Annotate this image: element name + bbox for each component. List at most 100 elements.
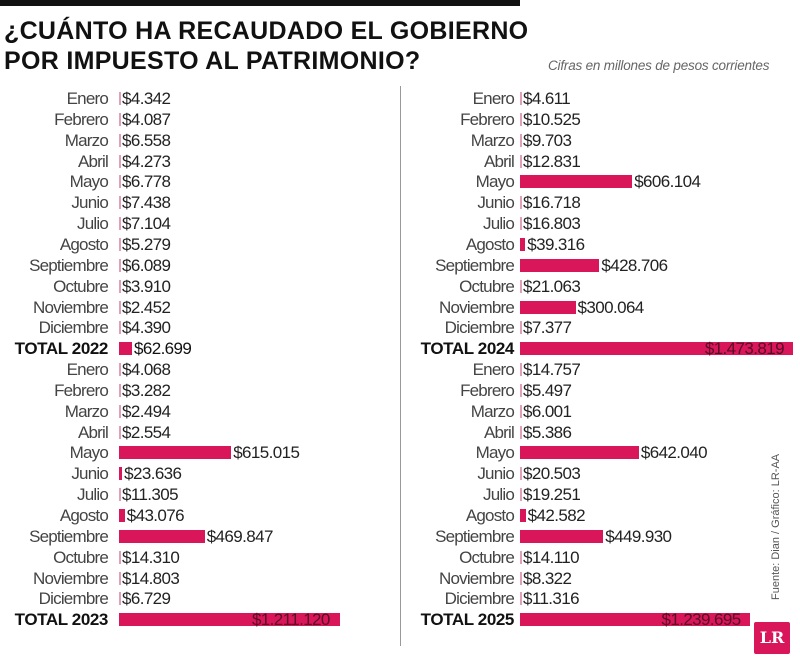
month-row: Noviembre $8.322	[404, 568, 800, 589]
bar	[520, 571, 522, 585]
bar	[520, 467, 522, 481]
bar	[520, 488, 522, 502]
total-value-label: $1.239.695	[661, 610, 742, 630]
month-label: Agosto	[59, 505, 109, 525]
value-label: $5.279	[122, 234, 171, 254]
month-label: Diciembre	[38, 318, 109, 338]
value-label: $7.104	[122, 214, 171, 234]
value-label: $5.497	[523, 380, 572, 400]
value-label: $615.015	[233, 443, 300, 463]
value-label: $6.089	[122, 255, 171, 275]
month-row: Noviembre $14.803	[0, 568, 509, 589]
month-row: Mayo $642.040	[404, 442, 800, 463]
total-row: TOTAL 2024 $1.473.819	[404, 338, 800, 359]
bar	[119, 133, 121, 147]
bar	[520, 154, 522, 168]
month-label: Enero	[66, 89, 109, 108]
month-row: Diciembre $6.729	[0, 588, 509, 609]
bar	[119, 258, 121, 272]
value-label: $3.910	[122, 276, 171, 296]
total-value-label: $1.473.819	[704, 339, 785, 359]
column-divider	[400, 86, 401, 646]
month-label: Septiembre	[29, 255, 109, 275]
month-label: Junio	[71, 464, 108, 484]
value-label: $2.494	[122, 401, 171, 421]
value-label: $20.503	[523, 464, 581, 484]
month-row: Julio $19.251	[404, 484, 800, 505]
month-row: Junio $23.636	[0, 463, 509, 484]
month-row: Enero $4.342	[0, 88, 509, 109]
total-row: TOTAL 2023 $1.211.120	[0, 609, 509, 630]
bar	[520, 404, 522, 418]
value-label: $449.930	[605, 526, 672, 546]
month-row: Octubre $21.063	[404, 276, 800, 297]
bar	[520, 196, 522, 210]
value-label: $43.076	[126, 505, 185, 525]
bar	[520, 92, 522, 105]
bar	[520, 237, 526, 251]
bar	[119, 404, 121, 418]
month-row: Enero $4.611	[404, 88, 800, 109]
value-label: $4.087	[122, 109, 171, 129]
total-label: TOTAL 2024	[420, 339, 515, 359]
month-row: Diciembre $4.390	[0, 317, 509, 338]
bar	[119, 467, 123, 481]
month-label: Octubre	[459, 276, 515, 296]
month-row: Mayo $615.015	[0, 442, 509, 463]
bar	[119, 237, 121, 251]
month-row: Abril $5.386	[404, 422, 800, 443]
bar	[119, 613, 340, 627]
month-row: Noviembre $2.452	[0, 297, 509, 318]
total-value-label: $62.699	[134, 339, 192, 359]
bar	[119, 571, 121, 585]
bar	[119, 279, 121, 293]
month-row: Junio $7.438	[0, 192, 509, 213]
month-label: Diciembre	[38, 589, 109, 609]
value-label: $2.452	[122, 297, 171, 317]
value-label: $6.001	[523, 401, 572, 421]
bar	[520, 363, 522, 377]
value-label: $9.703	[523, 130, 572, 150]
value-label: $7.377	[523, 318, 572, 338]
value-label: $16.803	[523, 214, 581, 234]
month-row: Marzo $6.001	[404, 401, 800, 422]
value-label: $7.438	[122, 193, 171, 213]
month-row: Agosto $39.316	[404, 234, 800, 255]
bar	[520, 112, 522, 126]
month-label: Diciembre	[444, 318, 515, 338]
month-label: Marzo	[64, 130, 109, 150]
month-label: Noviembre	[33, 297, 109, 317]
month-label: Abril	[483, 422, 515, 442]
bar	[119, 92, 121, 105]
month-label: Mayo	[475, 443, 515, 463]
month-label: Febrero	[460, 109, 515, 129]
value-label: $14.803	[122, 568, 180, 588]
total-label: TOTAL 2025	[420, 610, 515, 630]
month-label: Mayo	[69, 172, 109, 192]
top-rule	[0, 0, 520, 6]
month-label: Marzo	[470, 401, 515, 421]
month-row: Agosto $43.076	[0, 505, 509, 526]
value-label: $5.386	[523, 422, 572, 442]
month-label: Octubre	[53, 547, 109, 567]
month-row: Febrero $3.282	[0, 380, 509, 401]
value-label: $19.251	[523, 485, 581, 505]
month-label: Junio	[477, 464, 514, 484]
month-label: Agosto	[59, 234, 109, 254]
month-row: Marzo $2.494	[0, 401, 509, 422]
month-label: Octubre	[53, 276, 109, 296]
month-label: Enero	[472, 360, 515, 380]
bar	[520, 550, 522, 564]
month-label: Julio	[483, 485, 515, 505]
total-row: TOTAL 2022 $62.699	[0, 338, 509, 359]
month-row: Octubre $3.910	[0, 276, 509, 297]
value-label: $4.390	[122, 318, 171, 338]
month-label: Marzo	[470, 130, 515, 150]
month-label: Septiembre	[435, 255, 515, 275]
bar	[520, 217, 522, 231]
month-row: Marzo $6.558	[0, 130, 509, 151]
bar	[119, 196, 121, 210]
month-label: Agosto	[465, 234, 515, 254]
bar	[520, 133, 522, 147]
bar	[520, 446, 639, 460]
